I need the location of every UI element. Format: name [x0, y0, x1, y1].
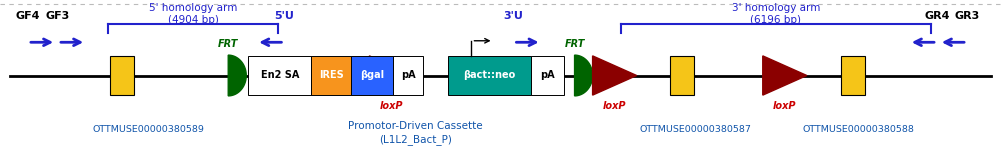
- Polygon shape: [228, 55, 246, 96]
- Text: OTTMUSE00000380588: OTTMUSE00000380588: [803, 125, 915, 134]
- Text: βact::neo: βact::neo: [463, 71, 516, 80]
- Text: Promotor-Driven Cassette
(L1L2_Bact_P): Promotor-Driven Cassette (L1L2_Bact_P): [348, 121, 482, 145]
- Text: 3' homology arm
(6196 bp): 3' homology arm (6196 bp): [732, 3, 820, 25]
- Bar: [670, 56, 694, 95]
- Bar: [393, 56, 423, 95]
- Text: FRT: FRT: [218, 39, 238, 49]
- Text: pA: pA: [540, 71, 555, 80]
- Text: GR4: GR4: [924, 11, 950, 21]
- Polygon shape: [593, 56, 637, 95]
- Text: GR3: GR3: [954, 11, 980, 21]
- Text: loxP: loxP: [603, 101, 627, 111]
- Text: OTTMUSE00000380587: OTTMUSE00000380587: [640, 125, 752, 134]
- Text: loxP: loxP: [379, 101, 403, 111]
- Text: 5'U: 5'U: [274, 11, 294, 21]
- Text: GF3: GF3: [46, 11, 70, 21]
- Bar: [110, 56, 134, 95]
- Text: IRES: IRES: [319, 71, 343, 80]
- Text: En2 SA: En2 SA: [260, 71, 299, 80]
- Text: FRT: FRT: [565, 39, 585, 49]
- Polygon shape: [575, 55, 593, 96]
- Text: 3'U: 3'U: [504, 11, 524, 21]
- Bar: [531, 56, 564, 95]
- Polygon shape: [763, 56, 807, 95]
- Bar: [448, 56, 531, 95]
- Text: OTTMUSE00000380589: OTTMUSE00000380589: [92, 125, 204, 134]
- Bar: [248, 56, 311, 95]
- Bar: [311, 56, 351, 95]
- Text: pA: pA: [401, 71, 415, 80]
- Text: loxP: loxP: [773, 101, 797, 111]
- Bar: [351, 56, 393, 95]
- Text: βgal: βgal: [360, 71, 384, 80]
- Bar: [841, 56, 865, 95]
- Polygon shape: [369, 56, 413, 95]
- Text: GF4: GF4: [16, 11, 40, 21]
- Text: 5' homology arm
(4904 bp): 5' homology arm (4904 bp): [149, 3, 237, 25]
